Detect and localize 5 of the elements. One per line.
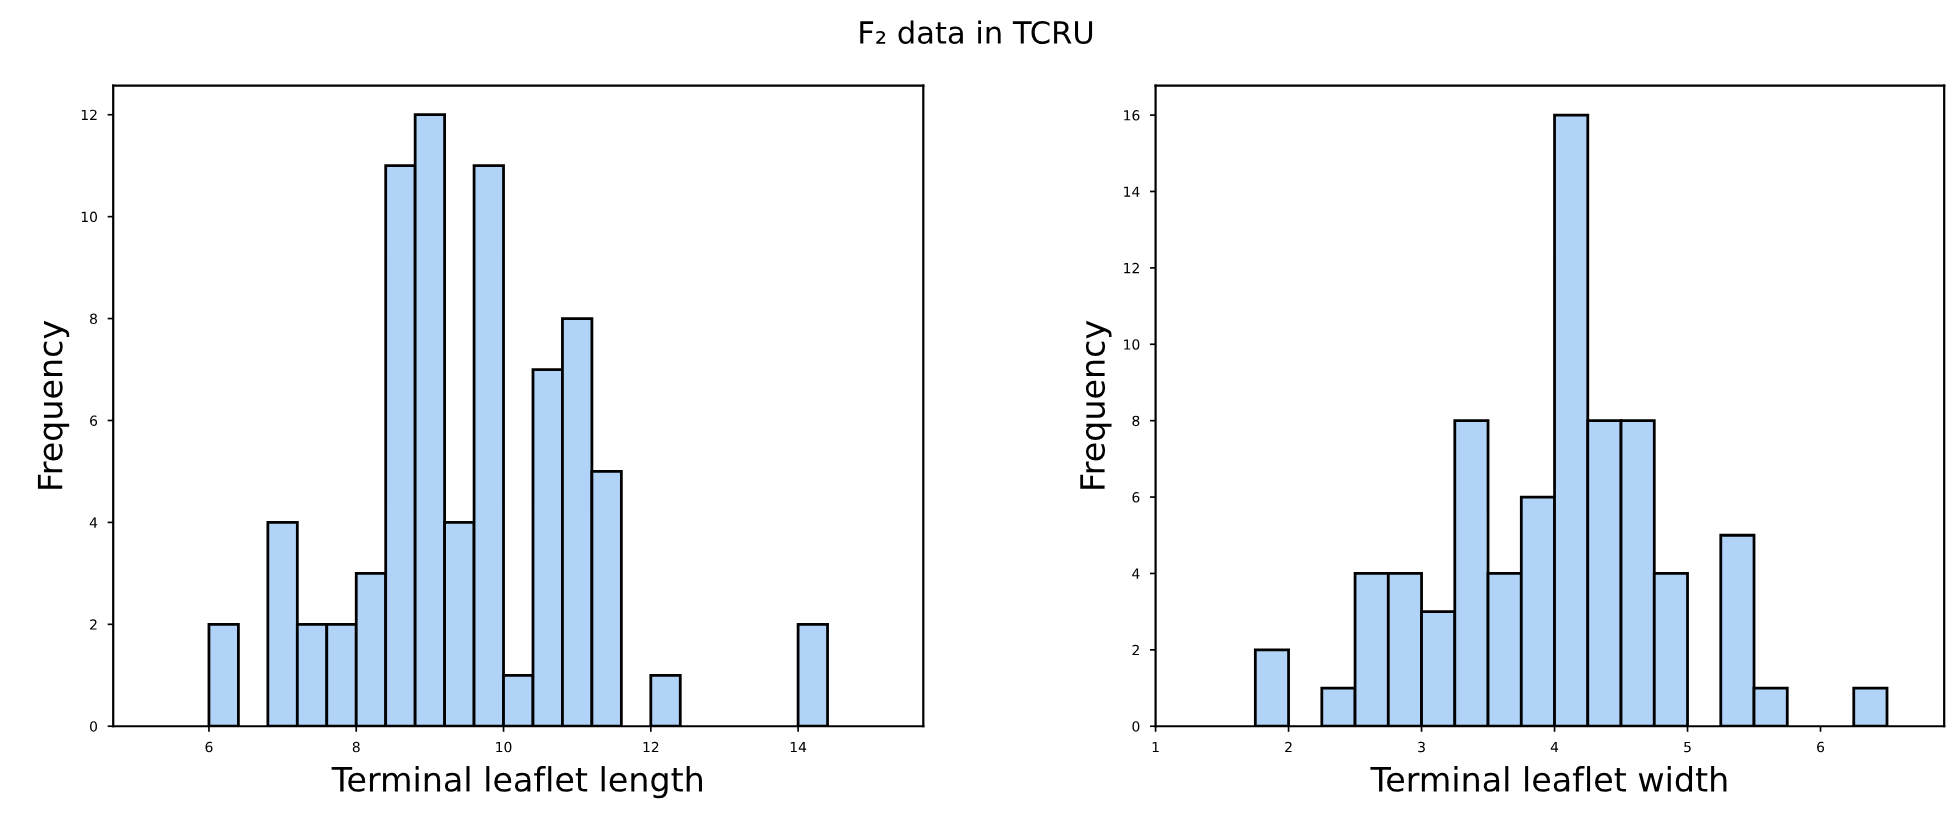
y-axis-title: Frequency xyxy=(37,320,70,489)
x-axis-title: Terminal leaflet width xyxy=(1370,766,1727,792)
x-axis-title: Terminal leaflet length xyxy=(331,766,702,799)
y-axis-title: Frequency xyxy=(1080,320,1112,489)
chart-title: F₂ data in TCRU xyxy=(860,20,1093,45)
